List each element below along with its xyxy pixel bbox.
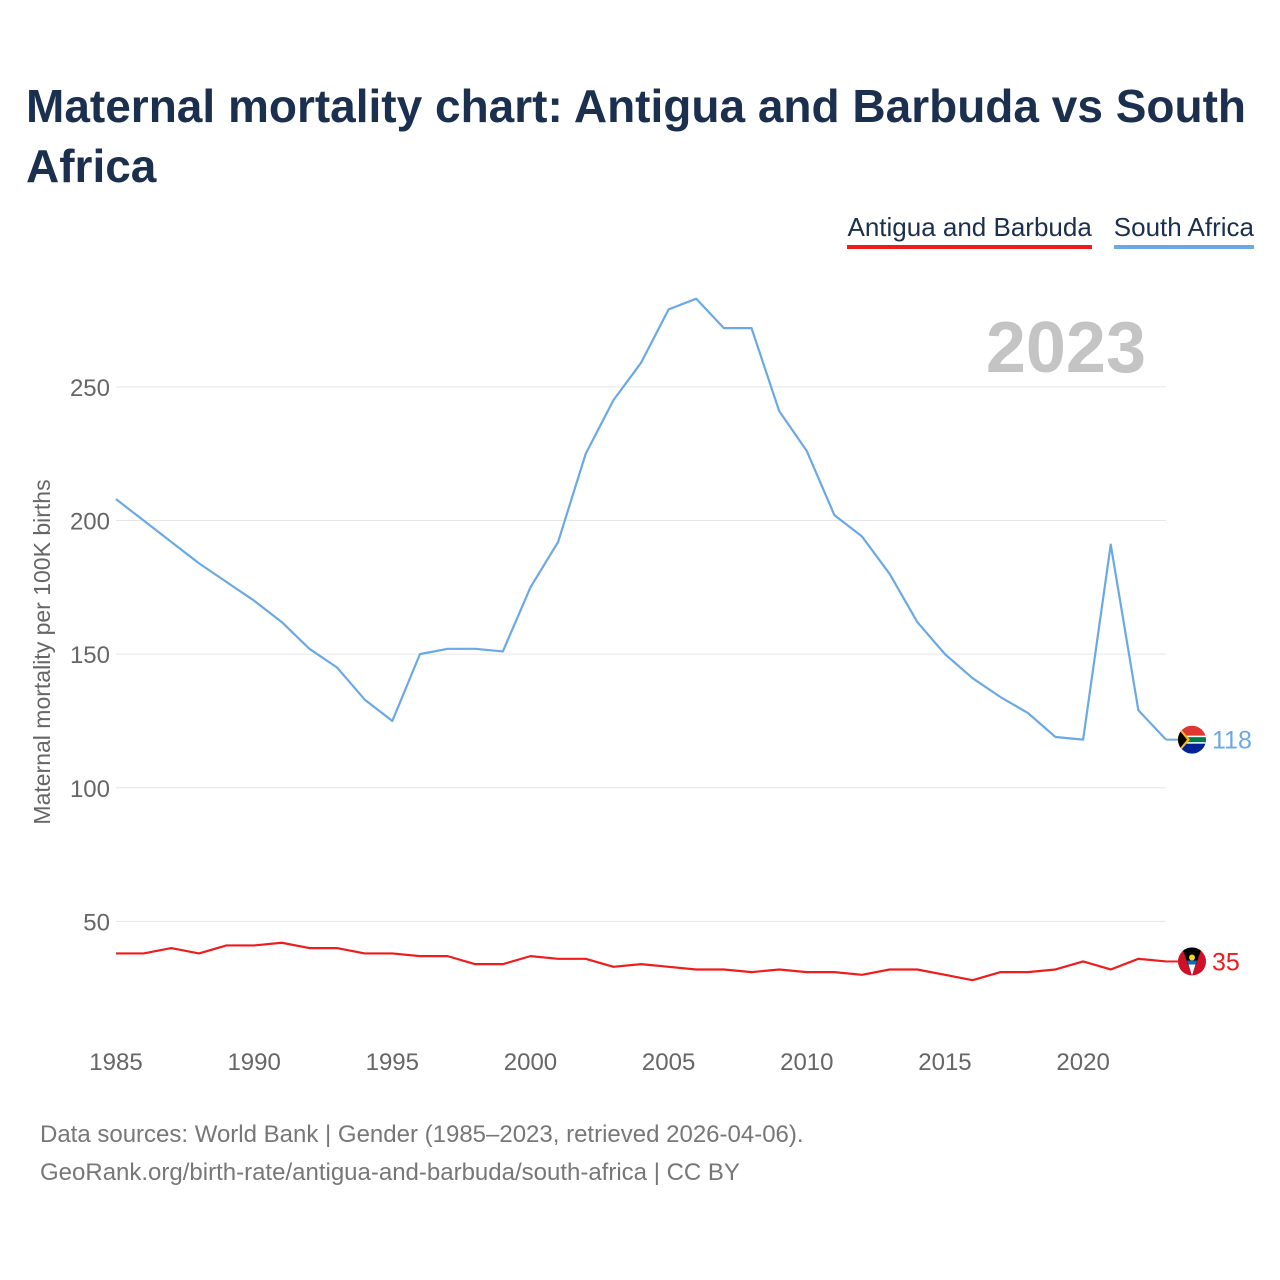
source-notes: Data sources: World Bank | Gender (1985–… [40, 1116, 804, 1192]
y-tick-label: 150 [70, 642, 110, 669]
x-tick-label: 2005 [642, 1049, 695, 1076]
x-tick-label: 2010 [780, 1049, 833, 1076]
y-tick-label: 250 [70, 375, 110, 402]
y-tick-label: 50 [83, 909, 110, 936]
legend: Antigua and Barbuda South Africa [847, 212, 1254, 249]
x-tick-label: 1990 [227, 1049, 280, 1076]
series-line-south-africa [115, 297, 1167, 741]
year-label: 2023 [986, 308, 1146, 388]
x-tick-label: 2000 [504, 1049, 557, 1076]
x-tick-label: 2015 [918, 1049, 971, 1076]
series-group: 118 35 [115, 297, 1252, 982]
antigua-and-barbuda-flag-icon [1178, 947, 1206, 976]
x-tick-label: 2020 [1056, 1049, 1109, 1076]
series-line-antigua-and-barbuda [116, 941, 1167, 982]
x-tick-label: 1985 [89, 1049, 142, 1076]
line-chart: 2023 50 100 150 200 250 1985 1990 1995 2000 2005… [29, 297, 1252, 1076]
source-line-2[interactable]: GeoRank.org/birth-rate/antigua-and-barbu… [40, 1159, 740, 1186]
legend-item-south-africa[interactable]: South Africa [1113, 212, 1254, 249]
y-tick-label: 200 [70, 509, 110, 536]
x-tick-label: 1995 [366, 1049, 419, 1076]
legend-item-antigua-and-barbuda[interactable]: Antigua and Barbuda [847, 212, 1092, 249]
y-tick-label: 100 [70, 776, 110, 803]
end-value-label-south-africa: 118 [1212, 727, 1252, 755]
end-value-label-antigua-and-barbuda: 35 [1212, 948, 1240, 976]
chart-title: Maternal mortality chart: Antigua and Ba… [26, 80, 1247, 192]
grid-lines [116, 386, 1166, 922]
south-africa-flag-icon [1178, 725, 1206, 754]
x-axis-ticks: 1985 1990 1995 2000 2005 2010 2015 2020 [89, 1049, 1109, 1076]
y-axis-ticks: 50 100 150 200 250 [70, 375, 110, 936]
source-line-1: Data sources: World Bank | Gender (1985–… [40, 1121, 804, 1148]
y-axis-label: Maternal mortality per 100K births [29, 479, 55, 824]
